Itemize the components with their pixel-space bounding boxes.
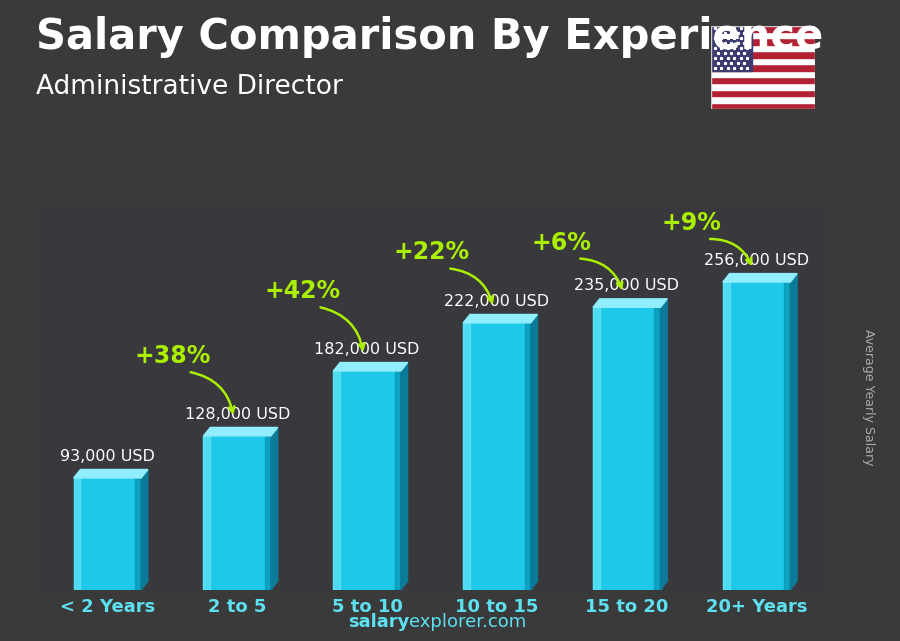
Bar (711, 83, 814, 90)
Bar (711, 64, 814, 71)
Bar (711, 45, 814, 51)
Polygon shape (593, 299, 667, 307)
Bar (265, 436, 271, 590)
Text: Average Yearly Salary: Average Yearly Salary (862, 329, 875, 465)
Polygon shape (464, 315, 537, 323)
Text: Administrative Director: Administrative Director (36, 74, 343, 100)
Text: explorer.com: explorer.com (410, 613, 526, 631)
Bar (525, 323, 531, 590)
Bar (784, 282, 790, 590)
Text: 128,000 USD: 128,000 USD (184, 406, 290, 422)
Bar (711, 58, 814, 64)
Text: 235,000 USD: 235,000 USD (574, 278, 680, 293)
Text: +38%: +38% (134, 344, 211, 368)
Bar (711, 26, 814, 32)
Bar (711, 96, 814, 103)
Bar (395, 371, 400, 590)
Bar (74, 478, 141, 590)
Text: +22%: +22% (394, 240, 470, 265)
Polygon shape (203, 428, 278, 436)
Bar (203, 436, 271, 590)
Bar (135, 478, 141, 590)
Bar (711, 90, 814, 96)
Bar (654, 307, 661, 590)
Polygon shape (723, 274, 797, 282)
Bar (711, 32, 814, 38)
Bar (711, 103, 814, 109)
Polygon shape (141, 469, 148, 590)
Bar (723, 282, 790, 590)
Text: 182,000 USD: 182,000 USD (314, 342, 419, 357)
Text: +42%: +42% (264, 279, 340, 303)
Polygon shape (400, 363, 408, 590)
Text: 256,000 USD: 256,000 USD (704, 253, 809, 268)
Polygon shape (531, 315, 537, 590)
Bar (593, 307, 599, 590)
Bar (711, 71, 814, 77)
Text: +6%: +6% (532, 231, 592, 254)
Bar (203, 436, 211, 590)
Text: 93,000 USD: 93,000 USD (60, 449, 155, 463)
Bar (464, 323, 470, 590)
Polygon shape (790, 274, 797, 590)
Text: Salary Comparison By Experience: Salary Comparison By Experience (36, 16, 824, 58)
Bar (333, 371, 340, 590)
Bar (333, 371, 400, 590)
Text: salary: salary (348, 613, 410, 631)
Bar (464, 323, 531, 590)
Polygon shape (74, 469, 148, 478)
Bar (593, 307, 661, 590)
Bar (74, 478, 80, 590)
Text: 222,000 USD: 222,000 USD (445, 294, 550, 309)
Text: +9%: +9% (662, 211, 722, 235)
Bar (723, 282, 730, 590)
Bar (711, 51, 814, 58)
Polygon shape (271, 428, 278, 590)
Polygon shape (333, 363, 408, 371)
Bar (711, 77, 814, 83)
Bar (711, 38, 814, 45)
Bar (711, 26, 752, 71)
Polygon shape (661, 299, 667, 590)
